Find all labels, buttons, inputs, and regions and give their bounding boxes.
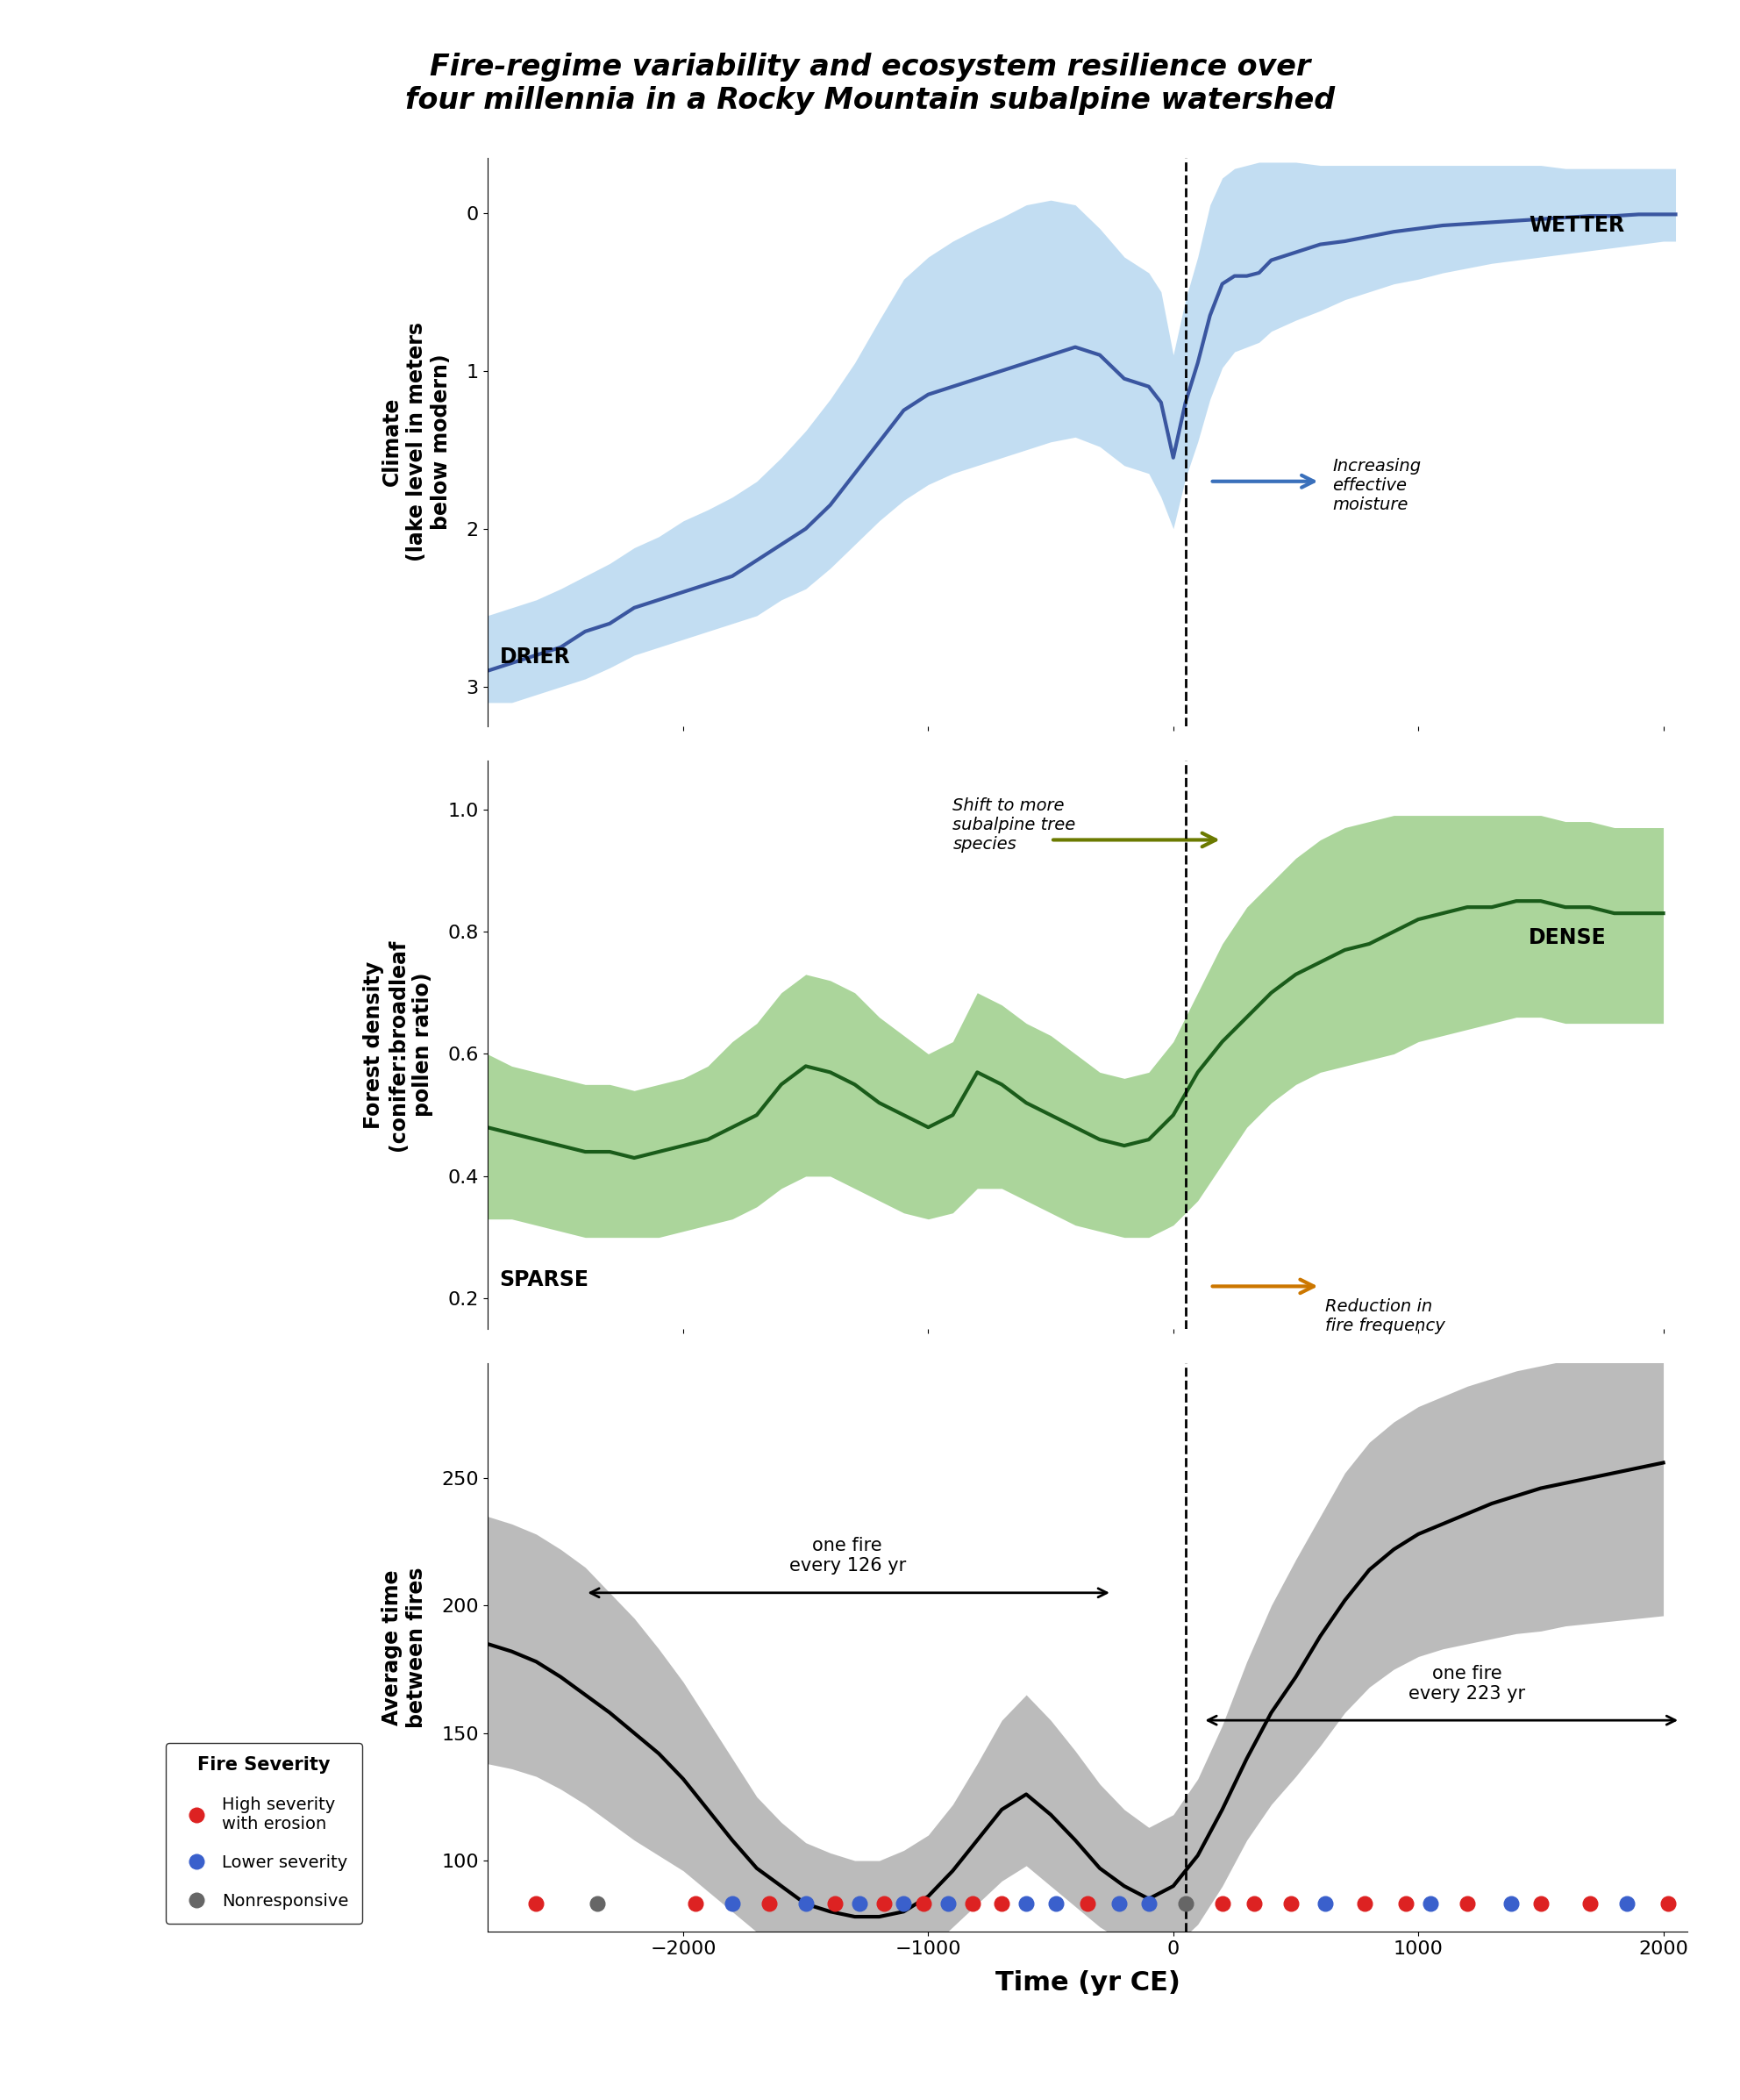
Text: Shift to more
subalpine tree
species: Shift to more subalpine tree species bbox=[954, 798, 1075, 853]
Text: Fire-regime variability and ecosystem resilience over
four millennia in a Rocky : Fire-regime variability and ecosystem re… bbox=[405, 52, 1335, 115]
Y-axis label: Climate
(lake level in meters
below modern): Climate (lake level in meters below mode… bbox=[381, 321, 452, 561]
Text: DENSE: DENSE bbox=[1528, 928, 1606, 949]
Text: Reduction in
fire frequency: Reduction in fire frequency bbox=[1326, 1298, 1446, 1334]
Text: DRIER: DRIER bbox=[499, 647, 571, 668]
Y-axis label: Forest density
(conifer:broadleaf
pollen ratio): Forest density (conifer:broadleaf pollen… bbox=[364, 939, 433, 1151]
Text: WETTER: WETTER bbox=[1528, 214, 1623, 235]
Text: one fire
every 126 yr: one fire every 126 yr bbox=[788, 1537, 907, 1575]
Legend: High severity
with erosion, Lower severity, Nonresponsive: High severity with erosion, Lower severi… bbox=[165, 1743, 362, 1924]
Text: Increasing
effective
moisture: Increasing effective moisture bbox=[1333, 458, 1422, 512]
Y-axis label: Average time
between fires: Average time between fires bbox=[381, 1567, 426, 1728]
Text: SPARSE: SPARSE bbox=[499, 1270, 588, 1291]
X-axis label: Time (yr CE): Time (yr CE) bbox=[995, 1970, 1180, 1995]
Text: one fire
every 223 yr: one fire every 223 yr bbox=[1409, 1665, 1526, 1703]
